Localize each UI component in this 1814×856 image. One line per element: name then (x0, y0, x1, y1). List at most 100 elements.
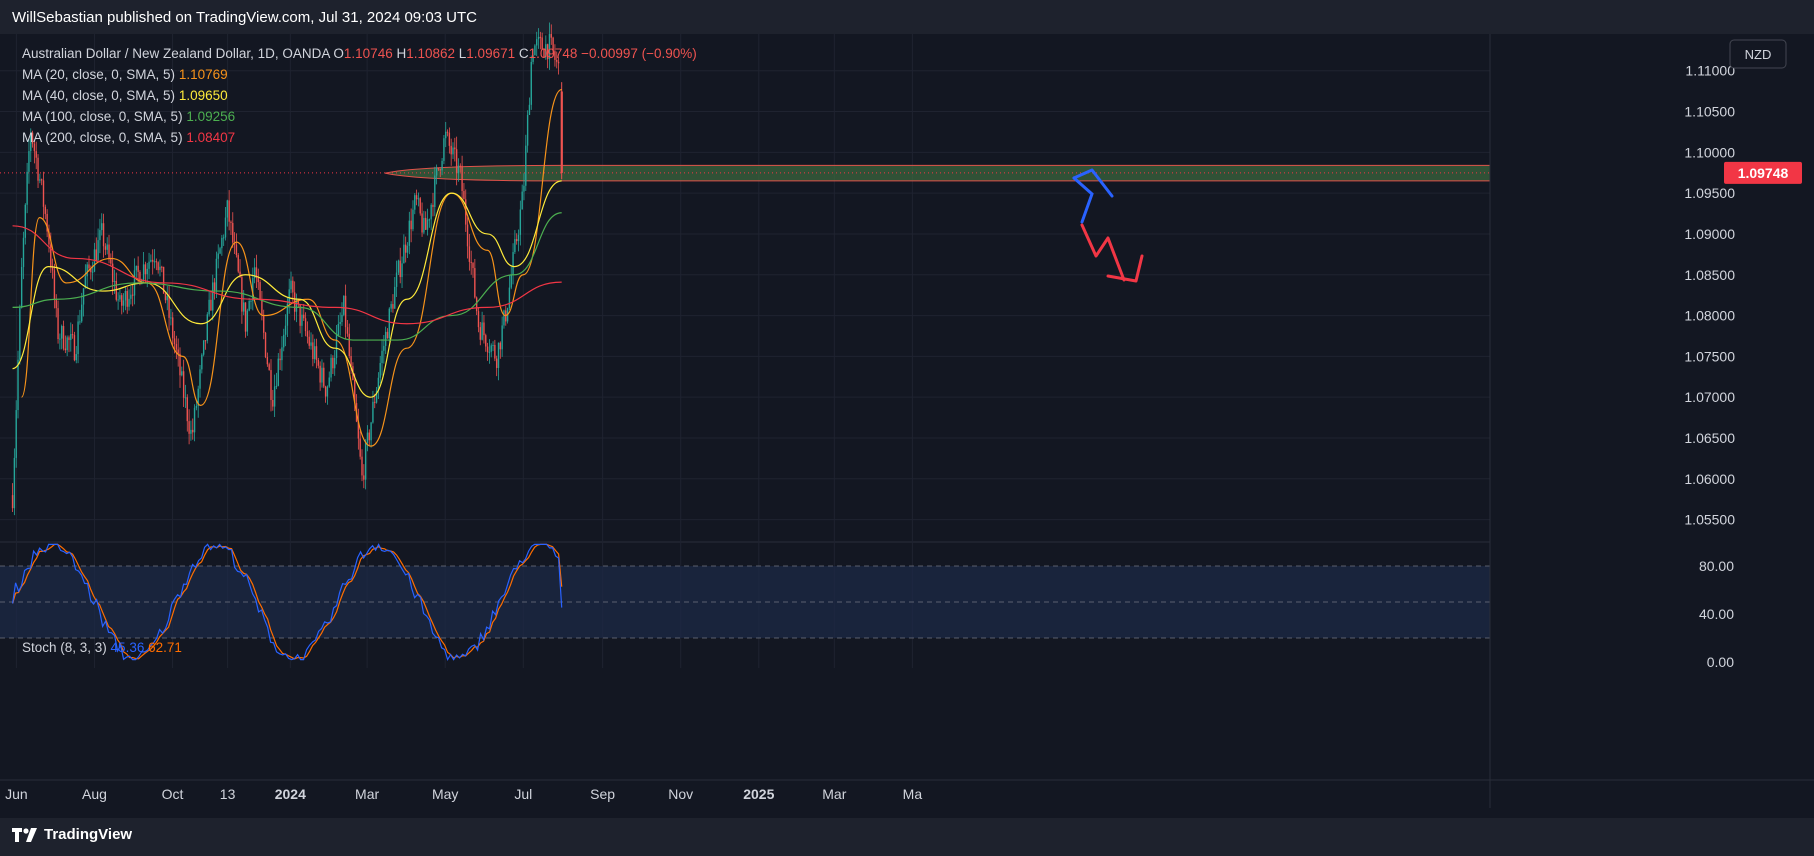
candle-body (415, 195, 418, 200)
candle-body (88, 264, 90, 269)
candle-body (541, 37, 543, 50)
candle-body (26, 171, 28, 205)
candle-body (324, 386, 327, 397)
candle-body (250, 300, 252, 302)
candle-body (408, 220, 411, 246)
legend: Australian Dollar / New Zealand Dollar, … (22, 46, 697, 655)
change-value: −0.00997 (−0.90%) (581, 46, 697, 61)
candle-body (150, 259, 152, 262)
ohlc-value: 1.09748 (529, 46, 582, 61)
candle-body (272, 399, 274, 407)
ohlc-key: C (519, 46, 529, 61)
candle-body (466, 224, 469, 247)
candle-body (237, 255, 239, 272)
candle-body (161, 266, 163, 268)
price-tick-label: 1.06500 (1684, 430, 1735, 446)
candle-body (39, 179, 41, 181)
candle-body (317, 360, 320, 366)
candle-body (486, 346, 489, 353)
candle-body (485, 335, 487, 347)
candle-body (99, 230, 101, 241)
candle-body (71, 334, 74, 336)
ohlc-value: 1.09671 (466, 46, 519, 61)
candle-body (303, 314, 305, 319)
stoch-tick-label: 0.00 (1707, 654, 1734, 670)
candle-body (13, 457, 16, 509)
candle-body (51, 266, 54, 271)
candle-body (119, 295, 121, 300)
candle-body (243, 302, 245, 312)
candle-body (372, 401, 374, 423)
candle-body (468, 246, 471, 262)
currency-button[interactable] (1729, 39, 1787, 69)
candle-body (181, 371, 183, 376)
candle-body (292, 280, 294, 293)
candle-body (122, 300, 125, 306)
candle-body (379, 363, 381, 378)
candle-body (246, 310, 249, 332)
candle-body (79, 321, 81, 323)
candle-body (357, 421, 360, 439)
candle-body (526, 114, 529, 146)
candle-body (111, 263, 114, 282)
candle-body (172, 317, 174, 339)
candle-body (255, 267, 258, 278)
candle-body (128, 298, 130, 307)
candle-body (341, 314, 343, 323)
candle-body (326, 386, 329, 397)
candle-body (286, 303, 289, 326)
candle-body (253, 267, 256, 279)
candle-body (239, 271, 241, 278)
ma-line (12, 180, 562, 398)
candle-body (297, 299, 299, 305)
candle-body (24, 204, 26, 238)
candle-body (532, 55, 534, 62)
candle-body (61, 325, 63, 339)
candle-body (148, 261, 150, 269)
candle-body (11, 495, 14, 509)
candle-body (215, 258, 218, 291)
candle-body (230, 221, 232, 223)
candle-body (550, 34, 552, 38)
time-tick-label: Aug (82, 786, 107, 802)
candle-body (201, 354, 203, 370)
candle-body (397, 260, 400, 273)
candle-body (394, 286, 396, 309)
candle-body (519, 209, 522, 235)
tradingview-logo[interactable]: TradingView (12, 826, 132, 843)
candle-body (157, 262, 159, 271)
price-tick-label: 1.07500 (1684, 348, 1735, 364)
candle-body (501, 325, 503, 350)
candle-body (375, 390, 378, 403)
candle-body (430, 204, 432, 220)
candle-body (452, 147, 454, 155)
candle-body (244, 302, 247, 332)
candle-body (560, 91, 563, 173)
candle-body (299, 304, 301, 326)
candle-body (75, 354, 77, 361)
candle-body (188, 421, 190, 434)
candle-body (488, 351, 491, 353)
candle-body (170, 317, 172, 319)
candle-body (110, 258, 112, 264)
candle-body (483, 322, 485, 336)
candle-body (383, 345, 385, 351)
candle-body (135, 265, 138, 271)
price-tick-label: 1.10500 (1684, 104, 1735, 120)
candle-body (443, 138, 445, 161)
candle-body (374, 401, 376, 403)
candle-body (474, 268, 476, 298)
candle-body (57, 308, 59, 340)
candle-body (363, 475, 365, 480)
stoch-legend-row: Stoch (8, 3, 3) 45.36 62.71 (22, 640, 182, 655)
candle-body (217, 253, 219, 259)
candle-body (64, 348, 67, 351)
candle-body (364, 443, 367, 480)
candle-body (490, 345, 492, 352)
time-tick-label: Ma (903, 786, 923, 802)
candle-body (328, 377, 330, 387)
candle-body (450, 145, 452, 155)
candle-body (270, 370, 272, 400)
candle-body (226, 200, 229, 218)
